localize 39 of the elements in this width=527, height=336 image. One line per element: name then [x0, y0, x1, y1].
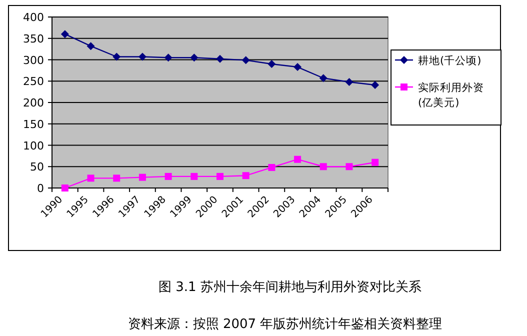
y-tick-label: 250: [23, 75, 44, 88]
y-tick-label: 50: [30, 160, 44, 174]
point: [190, 172, 198, 180]
text: 资料来源：按照 2007 年版苏州统计年鉴相关资料整理: [128, 317, 442, 332]
point: [294, 156, 302, 163]
point: [216, 172, 224, 180]
point: [86, 42, 95, 50]
y-tick-label: 400: [23, 11, 44, 24]
legend-label: 耕地(千公顷): [418, 54, 482, 67]
y-tick-label: 100: [23, 139, 44, 152]
y-tick-label: 0: [37, 182, 44, 195]
y-tick-label: 200: [23, 96, 44, 110]
point: [319, 74, 328, 82]
point: [268, 60, 276, 68]
point: [87, 174, 94, 182]
y-tick-label: 150: [23, 118, 44, 131]
point: [242, 56, 250, 64]
point: [242, 172, 250, 180]
point: [268, 164, 276, 171]
point: [164, 54, 172, 62]
point: [294, 63, 302, 72]
point: [112, 52, 121, 61]
point: [164, 172, 172, 180]
point: [61, 184, 68, 192]
point: [138, 52, 146, 61]
point: [371, 80, 380, 89]
point: [345, 78, 354, 86]
point: [216, 54, 224, 63]
y-tick-label: 350: [23, 32, 44, 46]
legend-label: 实际利用外资(亿美元): [418, 81, 484, 109]
y-tick-label: 300: [23, 54, 44, 67]
text: 图 3.1 苏州十余年间耕地与利用外资对比关系: [158, 280, 422, 295]
point: [113, 174, 120, 182]
point: [346, 163, 353, 170]
point: [60, 30, 69, 38]
point: [138, 174, 146, 181]
point: [190, 54, 198, 62]
point: [372, 158, 379, 166]
point: [320, 163, 327, 170]
